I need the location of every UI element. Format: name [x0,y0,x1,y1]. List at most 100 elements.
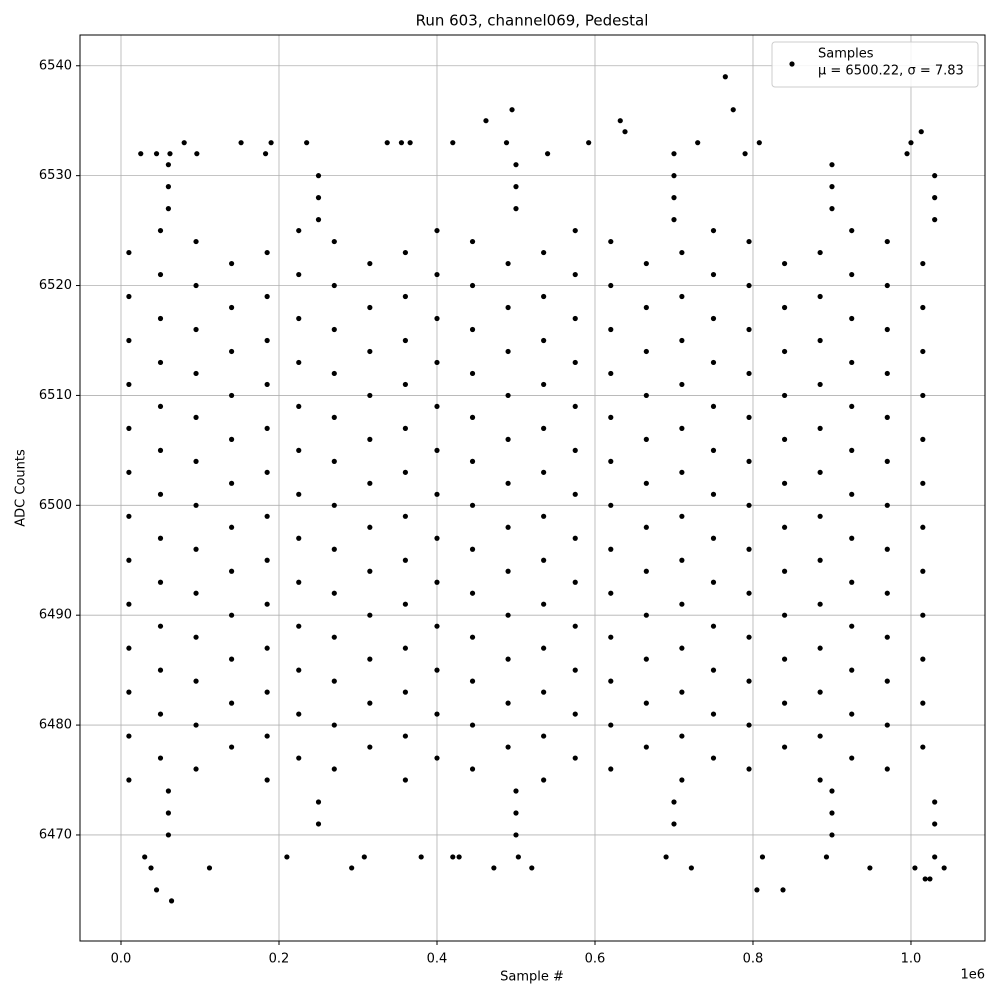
point [608,590,614,596]
point [469,766,476,772]
point [264,425,270,431]
point [884,678,890,684]
point [206,865,213,871]
point [829,810,835,816]
point [849,271,855,278]
point [434,491,440,497]
point [817,249,823,256]
point [746,546,752,552]
point [829,206,835,212]
point [193,282,199,289]
point [679,777,685,783]
point [572,579,578,585]
point [469,370,476,377]
point [781,700,788,706]
point [483,118,489,124]
point [884,546,890,552]
point [315,799,322,805]
point [759,854,766,860]
point [434,623,440,629]
point [541,645,547,651]
point [402,733,408,739]
point [469,326,476,333]
point [781,744,788,750]
point [710,403,717,410]
point [264,337,270,344]
point [469,282,476,289]
point [491,865,497,871]
point [331,238,337,245]
point [608,502,614,508]
point [434,227,440,234]
point [228,524,235,530]
point [168,898,175,904]
point [710,711,717,717]
point [315,195,322,201]
point [193,414,199,420]
point [418,854,424,860]
legend-marker [789,61,795,67]
point [505,656,511,662]
point [608,634,614,640]
point [367,348,373,355]
point [264,293,270,300]
point [710,667,717,673]
point [884,414,890,420]
point [710,579,717,585]
point [367,700,373,706]
point [746,370,752,377]
point [572,623,578,629]
point [126,601,132,607]
point [829,832,835,838]
point [884,590,890,596]
point [469,238,476,245]
point [228,700,235,706]
point [434,359,440,366]
point [849,535,855,541]
point [264,689,270,695]
point [434,447,440,453]
point [756,140,762,146]
point [918,129,924,135]
point [781,348,788,355]
point [541,513,547,519]
point [126,469,132,475]
point [671,151,677,157]
legend-box [771,41,979,88]
x-tick-label: 1.0 [901,952,922,967]
point [746,414,752,420]
point [884,282,890,289]
point [228,744,235,750]
point [165,832,171,838]
point [407,140,413,146]
point [608,326,614,333]
point [817,513,823,519]
point [781,304,788,311]
point [541,337,547,344]
point [157,491,164,497]
point [617,118,623,124]
point [541,733,547,739]
point [398,140,405,146]
point [920,524,926,530]
point [402,293,408,300]
point [742,151,748,157]
point [296,667,302,673]
x-tick-label: 0.6 [585,952,606,967]
point [505,524,511,530]
point [920,436,926,442]
point [920,260,926,267]
point [817,381,823,388]
point [867,865,873,871]
point [781,436,788,442]
point [780,887,786,893]
y-axis-label: ADC Counts [14,449,29,527]
point [671,821,677,827]
point [671,217,677,223]
point [817,601,823,607]
grid [80,35,985,941]
point [746,326,752,333]
point [157,315,164,322]
point [904,151,910,157]
point [434,403,440,410]
